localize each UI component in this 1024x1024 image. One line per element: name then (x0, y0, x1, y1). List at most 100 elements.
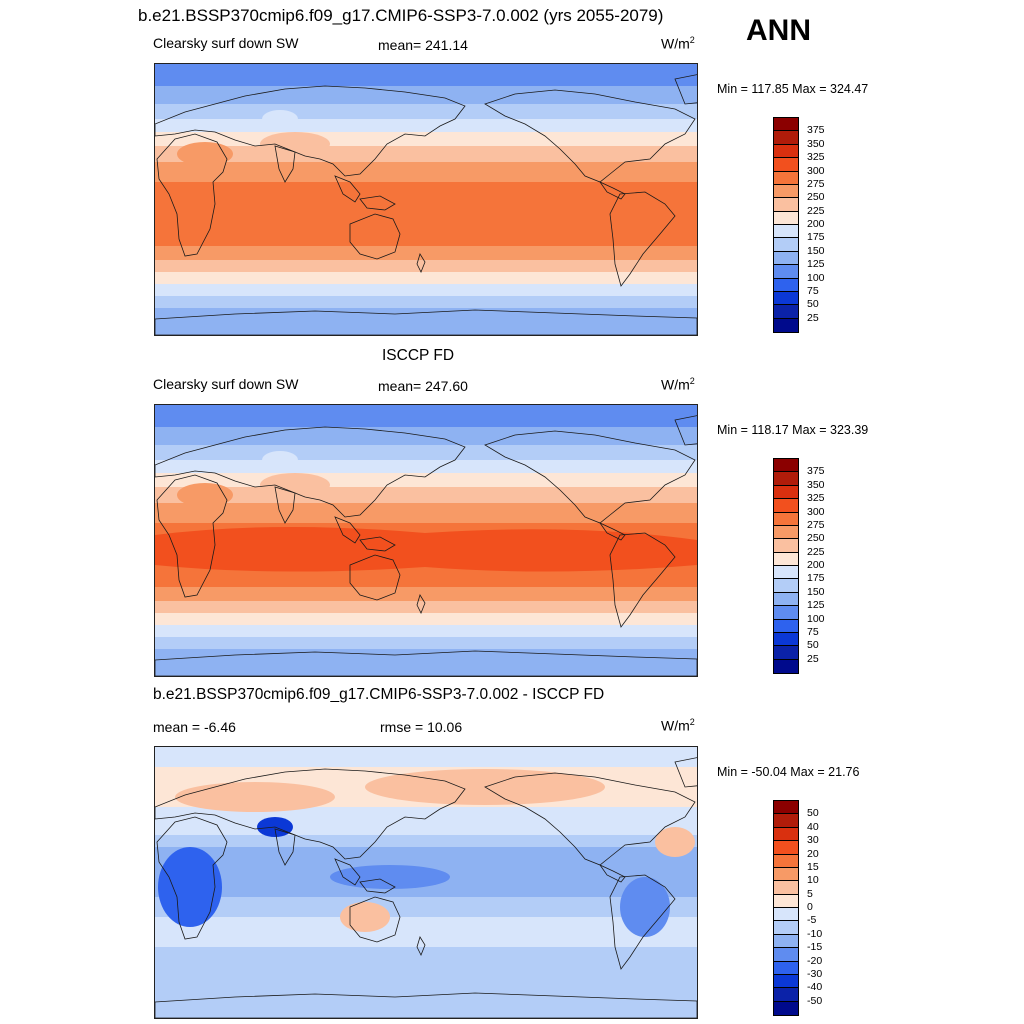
coastline (155, 85, 466, 177)
panel3-map-svg (155, 747, 697, 1018)
colorbar-swatch (774, 566, 798, 580)
panel2-mean-label: mean= 247.60 (378, 378, 468, 394)
coastline (598, 864, 626, 883)
colorbar-swatch (774, 934, 798, 949)
colorbar-tick-label: 40 (807, 820, 819, 833)
panel1-map-svg (155, 64, 697, 335)
field-patch (620, 877, 670, 937)
colorbar-tick-label: 325 (807, 492, 825, 505)
field-band (155, 445, 697, 460)
colorbar-swatch (774, 265, 798, 279)
field-patch (262, 451, 298, 469)
field-band (155, 246, 697, 260)
field-patch (330, 865, 450, 889)
field-band (155, 460, 697, 473)
colorbar-tick-label: 275 (807, 177, 825, 190)
colorbar-tick-label: 50 (807, 807, 819, 820)
panel2-variable-label: Clearsky surf down SW (153, 376, 299, 392)
colorbar-swatch (774, 472, 798, 486)
coastline (416, 594, 426, 614)
coastline (155, 768, 466, 860)
field-band (155, 897, 697, 917)
panel1-variable-label: Clearsky surf down SW (153, 35, 299, 51)
field-band (155, 613, 697, 625)
colorbar-tick-label: 0 (807, 901, 813, 914)
field-band (155, 272, 697, 284)
colorbar-swatch (774, 211, 798, 225)
coastline (416, 936, 426, 956)
colorbar-swatch (774, 225, 798, 239)
coastline (484, 89, 696, 183)
colorbar-box (773, 800, 799, 1016)
coastline (484, 430, 696, 524)
colorbar-swatch (774, 512, 798, 526)
coastline (674, 757, 697, 788)
field-band (155, 405, 697, 427)
coastline (156, 474, 228, 598)
colorbar-tick-label: 75 (807, 284, 819, 297)
colorbar-tick-label: 75 (807, 625, 819, 638)
coastline (598, 181, 626, 200)
panel3-colorbar: 50 40 30 20 15 10 5 0 -5 -10 -15 -20 -30 -40 -50 (773, 800, 822, 1016)
coastline (359, 195, 396, 211)
colorbar-tick-label: 275 (807, 518, 825, 531)
colorbar-swatch (774, 118, 798, 132)
colorbar-tick-label: 20 (807, 847, 819, 860)
panel2-title: ISCCP FD (382, 347, 455, 364)
coastline (349, 213, 401, 260)
colorbar-tick-label: 50 (807, 639, 819, 652)
field-patch (158, 847, 222, 927)
colorbar-swatch (774, 646, 798, 660)
field-patch (260, 473, 330, 497)
field-band (155, 601, 697, 613)
field-band (155, 64, 697, 86)
field-patch (155, 526, 697, 572)
colorbar-swatch (774, 171, 798, 185)
coastline (609, 191, 676, 287)
field-band (155, 146, 697, 162)
field-patch (177, 483, 233, 507)
field-patch (260, 132, 330, 156)
panel2-unit: W/m2 (661, 376, 695, 393)
colorbar-swatch (774, 961, 798, 975)
colorbar-tick-label: 375 (807, 124, 825, 137)
colorbar-swatch (774, 184, 798, 199)
coastline (416, 253, 426, 273)
coastline (155, 426, 466, 518)
main-title: b.e21.BSSP370cmip6.f09_g17.CMIP6-SSP3-7.… (138, 6, 664, 25)
colorbar-swatch (774, 251, 798, 266)
colorbar-tick-label: 100 (807, 271, 825, 284)
panel1-minmax: Min = 117.85 Max = 324.47 (717, 82, 869, 96)
colorbar-tick-label: 175 (807, 572, 825, 585)
colorbar-swatch (774, 318, 798, 332)
coastline (359, 536, 396, 552)
colorbar-tick-label: 100 (807, 612, 825, 625)
colorbar-tick-label: 30 (807, 834, 819, 847)
colorbar-box (773, 117, 799, 333)
field-band (155, 296, 697, 308)
colorbar-swatch (774, 854, 798, 868)
coastline (334, 516, 361, 544)
panel3-rmse-label: rmse = 10.06 (380, 719, 463, 735)
colorbar-swatch (774, 921, 798, 935)
panel3-minmax: Min = -50.04 Max = 21.76 (717, 765, 860, 779)
colorbar-tick-label: 225 (807, 545, 825, 558)
field-patch (175, 782, 335, 812)
field-band (155, 104, 697, 119)
coastline (155, 309, 697, 335)
coastline (155, 650, 697, 676)
coastline (274, 486, 296, 524)
colorbar-tick-label: 200 (807, 559, 825, 572)
coastline (674, 74, 697, 105)
coastline (609, 874, 676, 970)
colorbar-swatch (774, 238, 798, 252)
coastline (156, 816, 228, 940)
field-patch (340, 902, 390, 932)
colorbar-swatch (774, 619, 798, 633)
field-band (155, 260, 697, 272)
field-band (155, 637, 697, 649)
coastline (155, 992, 697, 1018)
colorbar-swatch (774, 827, 798, 842)
colorbar-swatch (774, 659, 798, 673)
colorbar-tick-label: -20 (807, 954, 823, 967)
